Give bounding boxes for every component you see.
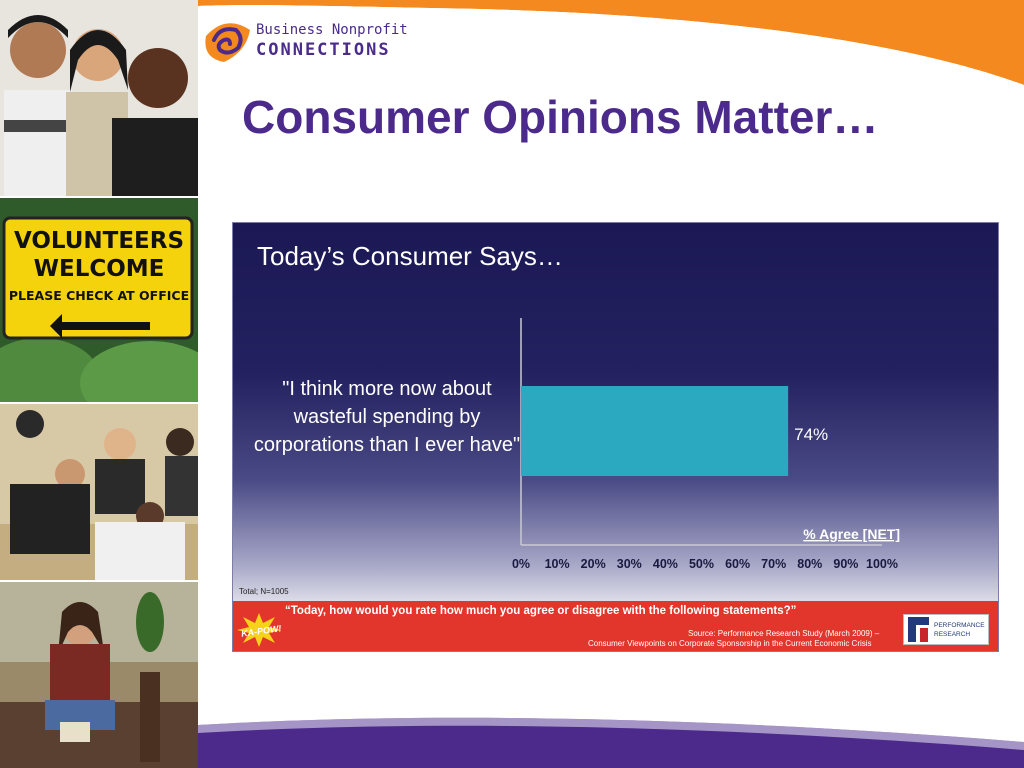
x-tick-label: 100% (866, 557, 898, 571)
swirl-logo-icon (205, 23, 250, 62)
x-tick-label: 40% (653, 557, 678, 571)
x-tick-label: 70% (761, 557, 786, 571)
x-tick-label: 20% (581, 557, 606, 571)
total-note: Total; N=1005 (239, 587, 289, 596)
x-tick-label: 60% (725, 557, 750, 571)
x-tick-label: 80% (797, 557, 822, 571)
x-tick-label: 10% (545, 557, 570, 571)
survey-question: “Today, how would you rate how much you … (285, 605, 797, 617)
chart-panel: Today’s Consumer Says… "I think more now… (232, 222, 999, 652)
source-line2: Consumer Viewpoints on Corporate Sponsor… (588, 639, 872, 648)
slide-title: Consumer Opinions Matter… (242, 91, 879, 143)
x-tick-label: 90% (833, 557, 858, 571)
sign-line2: WELCOME (33, 256, 165, 282)
group-activity-photo (0, 404, 198, 580)
logo-line1: Business Nonprofit (256, 22, 408, 38)
bar-0 (521, 386, 789, 476)
bar-chart: 74% % Agree [NET] 0% 10% 20% 30% 40% 50% 60% 70% 8… (512, 318, 900, 571)
question-band: KA-POW! “Today, how would you rate how m… (233, 601, 998, 651)
tree-planting-photo (0, 582, 198, 768)
x-tick-label: 0% (512, 557, 530, 571)
photo-strip: VOLUNTEERS WELCOME PLEASE CHECK AT OFFIC… (0, 0, 198, 768)
pr-line2: RESEARCH (934, 631, 971, 638)
performance-research-logo: PERFORMANCE RESEARCH (903, 614, 989, 645)
brand-logo: Business Nonprofit CONNECTIONS (200, 18, 430, 64)
data-label-0: 74% (794, 425, 828, 444)
category-label: "I think more now about wasteful spendin… (253, 378, 521, 456)
volunteers-sign-photo: VOLUNTEERS WELCOME PLEASE CHECK AT OFFIC… (0, 198, 198, 402)
starburst-icon (237, 613, 281, 647)
logo-line2: CONNECTIONS (256, 40, 391, 60)
sign-line1: VOLUNTEERS (13, 228, 185, 254)
pr-line1: PERFORMANCE (934, 622, 985, 629)
source-line1: Source: Performance Research Study (Marc… (688, 629, 880, 638)
pr-mark-icon (908, 617, 929, 642)
chart-title: Today’s Consumer Says… (257, 241, 563, 271)
sign-line3: PLEASE CHECK AT OFFICE (8, 288, 190, 303)
people-photo (0, 0, 198, 196)
legend-label: % Agree [NET] (803, 526, 900, 542)
x-tick-label: 30% (617, 557, 642, 571)
x-tick-label: 50% (689, 557, 714, 571)
